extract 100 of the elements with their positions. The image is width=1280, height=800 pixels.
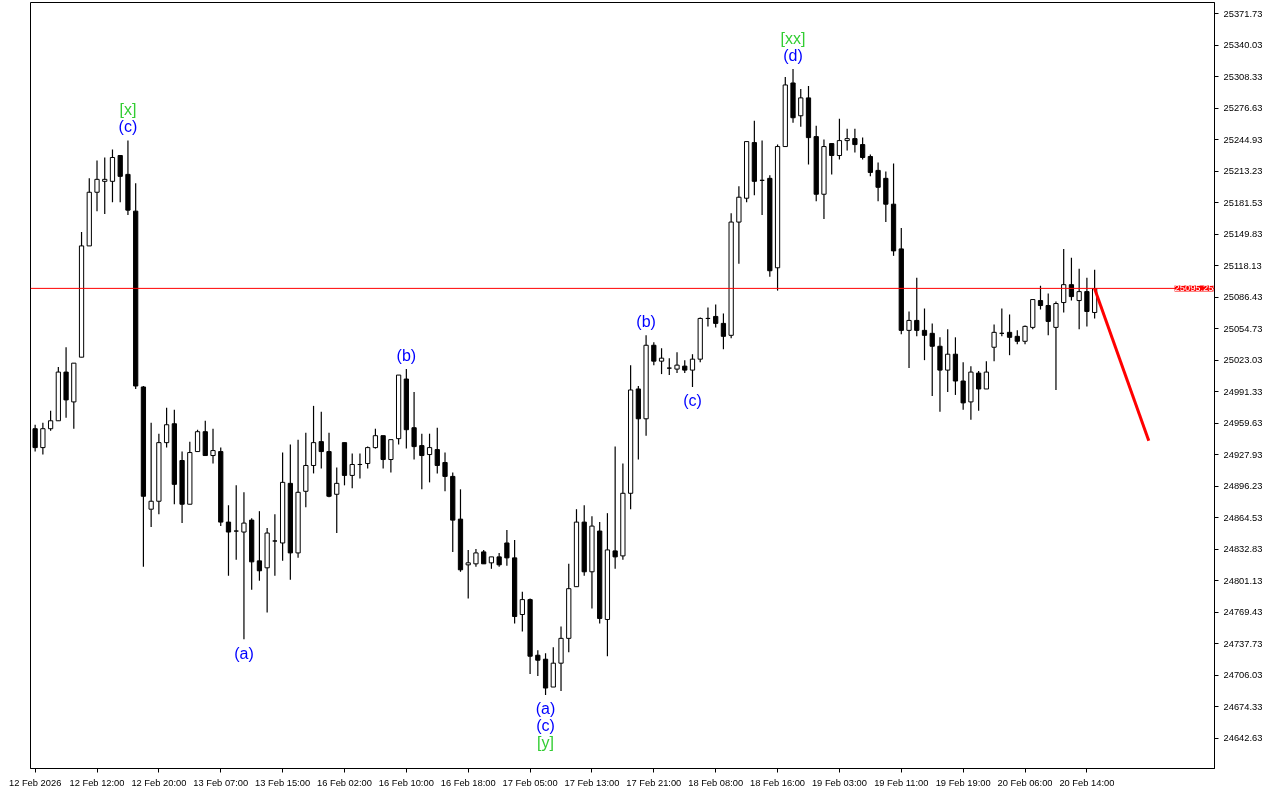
candlestick: [1037, 285, 1044, 311]
candlestick: [875, 161, 881, 202]
candlestick: [1022, 324, 1028, 345]
x-tick-label: 12 Feb 2026: [8, 777, 62, 788]
candlestick: [860, 137, 866, 161]
y-tick-label: 24674.33: [1223, 701, 1263, 712]
y-tick-label: 25054.73: [1223, 323, 1263, 334]
candlestick: [921, 307, 928, 361]
y-tick-label: 24991.33: [1223, 386, 1263, 397]
candlestick: [334, 466, 340, 534]
y-tick-label: 24959.63: [1223, 418, 1263, 429]
candlestick: [1045, 293, 1051, 336]
candlestick: [651, 341, 657, 366]
x-tick-label: 19 Feb 19:00: [935, 777, 991, 788]
x-tick-label: 19 Feb 11:00: [874, 777, 929, 788]
candlestick: [117, 154, 123, 203]
x-tick-label: 17 Feb 13:00: [564, 777, 620, 788]
x-tick-label: 13 Feb 15:00: [255, 777, 311, 788]
candlestick: [426, 433, 433, 483]
annotation: (a): [234, 644, 254, 662]
y-tick-label: 25340.03: [1223, 40, 1263, 51]
candlestick: [829, 142, 835, 175]
candlestick: [318, 411, 324, 470]
candlestick: [310, 405, 317, 475]
candlestick: [945, 328, 951, 393]
candlestick: [465, 549, 471, 600]
candlestick: [689, 353, 696, 388]
candlestick: [1006, 313, 1013, 356]
annotation: (c): [118, 118, 138, 136]
x-tick-label: 18 Feb 08:00: [688, 777, 744, 788]
candlestick: [906, 310, 912, 369]
candlestick: [844, 128, 850, 152]
y-tick-label: 25118.13: [1223, 260, 1262, 271]
candlestick: [798, 88, 804, 128]
candlestick: [241, 491, 247, 640]
candlestick: [202, 420, 208, 457]
y-tick-label: 25181.53: [1223, 197, 1263, 208]
candlestick: [47, 410, 54, 432]
candlestick: [148, 422, 154, 528]
candlestick: [720, 312, 727, 350]
candlestick: [976, 370, 982, 412]
ref-line-label: 25095.25: [1174, 283, 1214, 294]
x-tick-label: 16 Feb 18:00: [440, 777, 496, 788]
x-tick-label: 12 Feb 12:00: [69, 777, 125, 788]
candlestick: [349, 452, 355, 489]
candlestick: [929, 322, 935, 397]
y-tick-label: 24927.93: [1223, 449, 1263, 460]
annotation: (b): [636, 312, 656, 330]
candlestick: [1076, 268, 1082, 330]
x-tick-label: 13 Feb 07:00: [193, 777, 249, 788]
candlestick: [612, 446, 618, 570]
candlestick: [1084, 277, 1090, 327]
annotation: [y]: [537, 734, 554, 752]
x-tick-label: 16 Feb 02:00: [316, 777, 372, 788]
candlestick: [210, 428, 216, 465]
annotation: (c): [683, 392, 702, 410]
y-tick-label: 24896.23: [1223, 481, 1263, 492]
candlestick: [914, 277, 920, 337]
y-tick-label: 24706.03: [1223, 670, 1263, 681]
candlestick: [674, 351, 680, 374]
x-tick-label: 17 Feb 05:00: [502, 777, 558, 788]
candlestick: [388, 439, 394, 474]
candlestick: [102, 156, 108, 215]
candlestick: [535, 649, 541, 677]
y-tick-label: 24642.63: [1223, 733, 1263, 744]
candlestick: [658, 347, 665, 375]
annotation: [xx]: [780, 29, 806, 47]
y-tick-label: 25308.33: [1223, 71, 1263, 82]
candlestick: [1061, 248, 1067, 314]
y-tick-label: 24801.13: [1223, 575, 1263, 586]
candlestick: [867, 153, 873, 177]
candlestick: [1068, 257, 1075, 302]
candlestick: [194, 429, 201, 453]
candlestick: [937, 336, 943, 413]
candlestick: [1053, 300, 1059, 391]
candlestick: [519, 591, 525, 632]
y-tick-label: 25023.03: [1223, 355, 1263, 366]
annotation: (c): [536, 717, 555, 735]
candlestick: [504, 529, 510, 567]
candlestick: [852, 128, 858, 154]
y-tick-label: 25371.73: [1223, 8, 1263, 19]
y-tick-label: 24832.83: [1223, 544, 1263, 555]
candlestick: [550, 646, 556, 688]
candlestick: [380, 435, 386, 470]
candlestick: [94, 159, 100, 212]
x-tick-label: 18 Feb 16:00: [750, 777, 806, 788]
y-tick-label: 25276.63: [1223, 103, 1263, 114]
y-tick-label: 25213.23: [1223, 166, 1263, 177]
x-tick-label: 17 Feb 21:00: [626, 777, 682, 788]
y-tick-label: 25244.93: [1223, 134, 1263, 145]
candlestick: [163, 407, 170, 449]
y-tick-label: 24769.43: [1223, 607, 1263, 618]
candlestick: [225, 504, 232, 577]
x-tick-label: 16 Feb 10:00: [378, 777, 434, 788]
candlestick: [372, 428, 379, 450]
y-tick-label: 24737.73: [1223, 638, 1263, 649]
candlestick: [442, 451, 448, 492]
y-tick-label: 24864.53: [1223, 512, 1263, 523]
candlestick: [836, 118, 843, 161]
candlestick: [434, 427, 440, 475]
